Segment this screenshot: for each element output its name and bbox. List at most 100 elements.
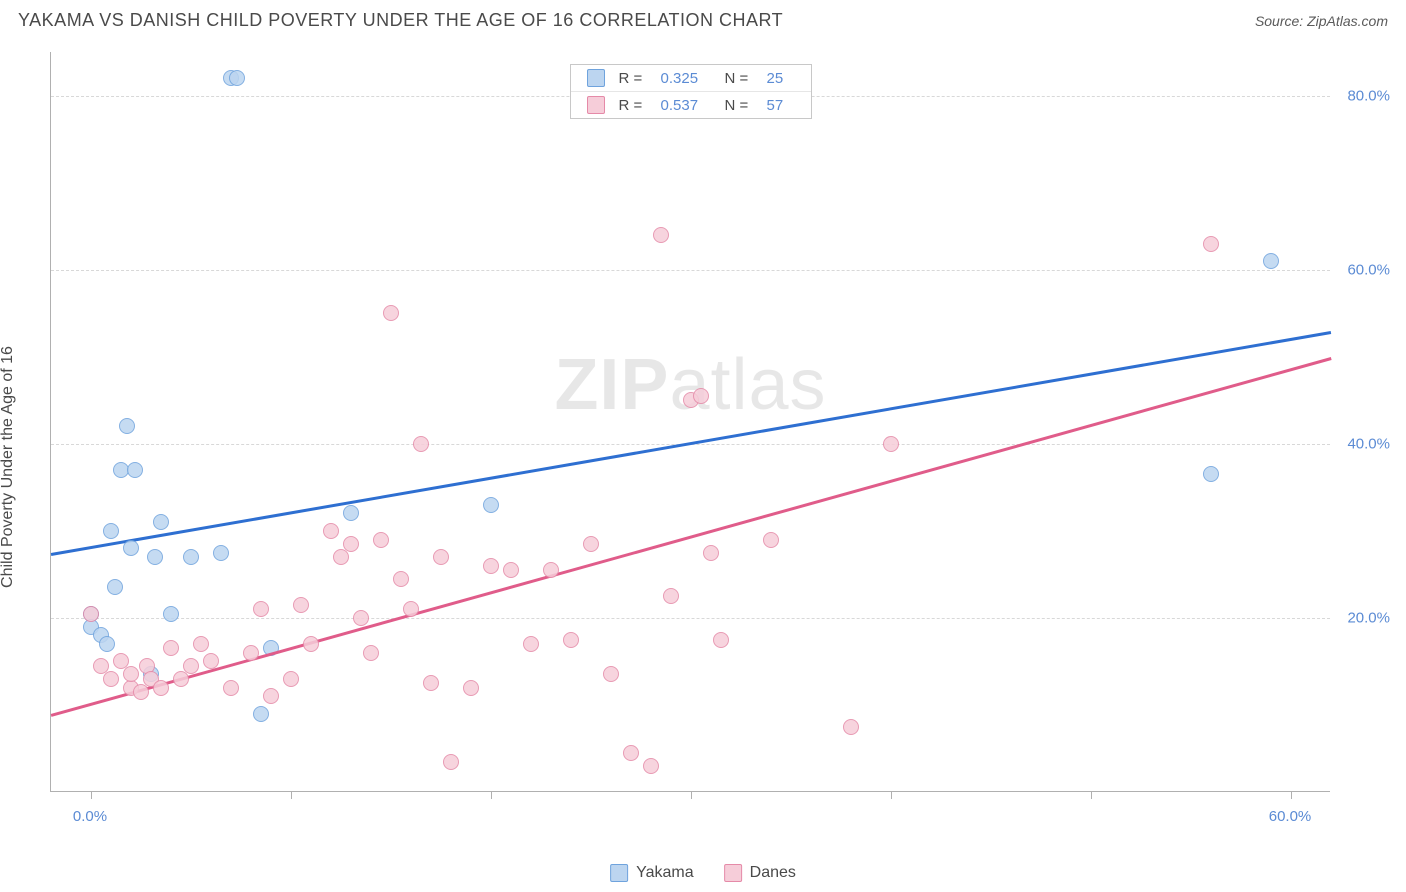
data-point [213,545,229,561]
x-tick [291,791,292,799]
data-point [763,532,779,548]
data-point [133,684,149,700]
data-point [843,719,859,735]
x-tick [91,791,92,799]
x-tick [1091,791,1092,799]
data-point [183,549,199,565]
legend-row-yakama: R = 0.325 N = 25 [571,65,811,91]
x-tick [891,791,892,799]
chart-title: YAKAMA VS DANISH CHILD POVERTY UNDER THE… [18,10,783,31]
x-tick [491,791,492,799]
legend-row-danes: R = 0.537 N = 57 [571,91,811,118]
data-point [363,645,379,661]
data-point [103,671,119,687]
data-point [1263,253,1279,269]
y-axis-label: Child Poverty Under the Age of 16 [0,346,17,588]
data-point [483,558,499,574]
chart-header: YAKAMA VS DANISH CHILD POVERTY UNDER THE… [0,0,1406,37]
swatch-danes [724,864,742,882]
data-point [643,758,659,774]
data-point [463,680,479,696]
data-point [393,571,409,587]
swatch-yakama [610,864,628,882]
y-tick-label: 40.0% [1347,435,1390,452]
data-point [503,562,519,578]
data-point [563,632,579,648]
data-point [293,597,309,613]
x-tick [1291,791,1292,799]
data-point [543,562,559,578]
x-tick-label: 60.0% [1269,808,1312,825]
watermark: ZIPatlas [554,344,826,426]
data-point [229,70,245,86]
data-point [253,601,269,617]
data-point [483,497,499,513]
data-point [1203,466,1219,482]
data-point [203,653,219,669]
swatch-yakama [587,69,605,87]
data-point [243,645,259,661]
legend-item-danes: Danes [724,864,796,882]
source-attribution: Source: ZipAtlas.com [1255,13,1388,29]
data-point [443,754,459,770]
data-point [223,680,239,696]
y-tick-label: 80.0% [1347,87,1390,104]
data-point [283,671,299,687]
data-point [163,606,179,622]
data-point [123,540,139,556]
data-point [107,579,123,595]
data-point [333,549,349,565]
data-point [663,588,679,604]
x-axis-tick-labels: 0.0% 60.0% [50,802,1330,832]
data-point [693,388,709,404]
swatch-danes [587,96,605,114]
data-point [119,418,135,434]
data-point [153,514,169,530]
data-point [343,536,359,552]
data-point [583,536,599,552]
data-point [1203,236,1219,252]
data-point [263,688,279,704]
data-point [383,305,399,321]
data-point [433,549,449,565]
data-point [403,601,419,617]
correlation-legend: R = 0.325 N = 25 R = 0.537 N = 57 [570,64,812,119]
data-point [123,666,139,682]
gridline [51,270,1330,271]
data-point [193,636,209,652]
data-point [99,636,115,652]
data-point [127,462,143,478]
y-tick-label: 60.0% [1347,261,1390,278]
data-point [183,658,199,674]
data-point [883,436,899,452]
trend-line [51,357,1332,716]
data-point [153,680,169,696]
legend-item-yakama: Yakama [610,864,694,882]
x-tick [691,791,692,799]
gridline [51,618,1330,619]
series-legend: Yakama Danes [610,864,796,882]
y-tick-label: 20.0% [1347,609,1390,626]
data-point [423,675,439,691]
scatter-plot: ZIPatlas R = 0.325 N = 25 R = 0.537 N = … [50,52,1330,792]
data-point [103,523,119,539]
data-point [713,632,729,648]
chart-area: Child Poverty Under the Age of 16 ZIPatl… [0,42,1406,892]
data-point [413,436,429,452]
data-point [703,545,719,561]
data-point [623,745,639,761]
data-point [303,636,319,652]
data-point [163,640,179,656]
x-tick-label: 0.0% [73,808,107,825]
data-point [343,505,359,521]
data-point [353,610,369,626]
data-point [173,671,189,687]
data-point [523,636,539,652]
data-point [83,606,99,622]
data-point [603,666,619,682]
data-point [323,523,339,539]
data-point [653,227,669,243]
data-point [253,706,269,722]
data-point [147,549,163,565]
data-point [373,532,389,548]
